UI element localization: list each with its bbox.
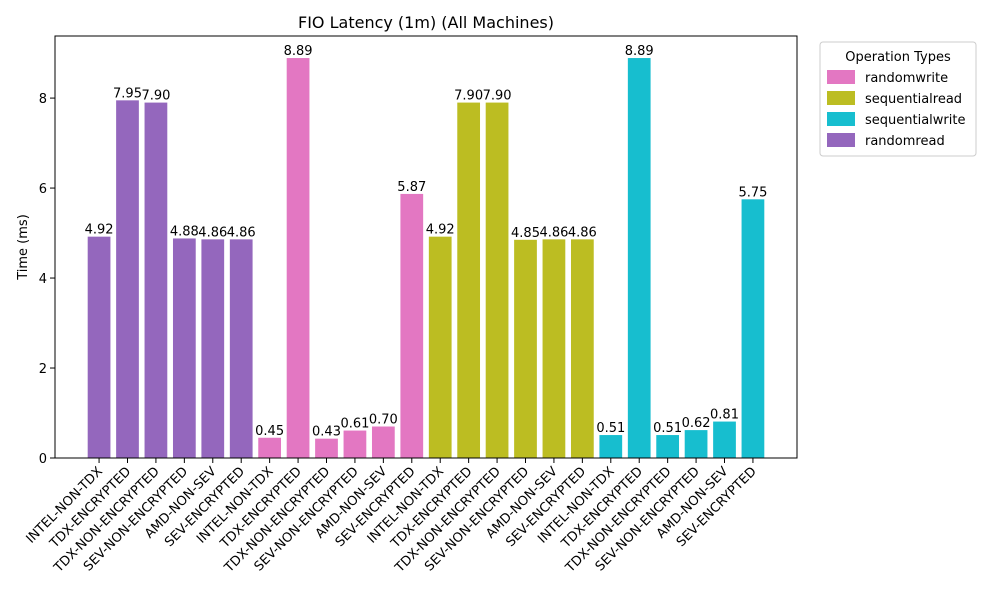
y-tick-label: 0 xyxy=(39,452,47,467)
value-label: 7.90 xyxy=(454,89,483,104)
value-label: 4.86 xyxy=(227,225,256,240)
bar xyxy=(116,100,139,459)
value-label: 4.85 xyxy=(511,226,540,241)
legend-box xyxy=(819,41,977,157)
bar xyxy=(371,426,395,458)
legend-label: randomwrite xyxy=(865,71,948,86)
value-label: 4.88 xyxy=(170,224,199,239)
bar xyxy=(570,239,594,458)
legend-label: sequentialwrite xyxy=(865,113,965,128)
bar xyxy=(741,199,765,459)
value-label: 0.51 xyxy=(596,421,625,436)
bar xyxy=(457,102,481,458)
bar xyxy=(172,238,196,458)
value-label: 8.89 xyxy=(284,44,313,59)
value-label: 4.86 xyxy=(539,225,568,240)
bar xyxy=(201,239,225,458)
bar xyxy=(229,239,253,458)
bar xyxy=(656,435,680,458)
chart-title: FIO Latency (1m) (All Machines) xyxy=(298,13,554,32)
bar xyxy=(542,239,566,458)
legend-swatch xyxy=(827,133,855,147)
bar xyxy=(87,236,111,458)
value-label: 0.81 xyxy=(710,408,739,423)
bar xyxy=(400,193,424,458)
value-label: 4.86 xyxy=(198,225,227,240)
legend-swatch xyxy=(827,70,855,84)
value-label: 7.95 xyxy=(113,86,142,101)
y-tick-label: 2 xyxy=(39,362,47,377)
value-label: 5.75 xyxy=(738,185,767,200)
value-label: 4.92 xyxy=(85,223,114,238)
legend-swatch xyxy=(827,112,855,126)
value-label: 4.86 xyxy=(568,225,597,240)
y-tick-label: 8 xyxy=(39,92,47,107)
bar xyxy=(485,102,509,458)
y-tick-label: 6 xyxy=(39,182,47,197)
value-label: 0.43 xyxy=(312,425,341,440)
value-label: 0.70 xyxy=(369,413,398,428)
value-label: 0.61 xyxy=(340,417,369,432)
bar xyxy=(258,437,282,458)
value-label: 7.90 xyxy=(141,89,170,104)
bar xyxy=(599,435,623,458)
bar xyxy=(144,102,168,458)
value-label: 7.90 xyxy=(483,89,512,104)
bar xyxy=(713,421,736,458)
bar xyxy=(627,58,651,459)
plot-frame xyxy=(54,35,798,459)
bar xyxy=(514,239,537,458)
value-label: 0.51 xyxy=(653,421,682,436)
bar xyxy=(428,236,452,458)
bar xyxy=(315,438,338,458)
value-label: 4.92 xyxy=(426,223,455,238)
legend-label: randomread xyxy=(865,134,945,149)
value-label: 5.87 xyxy=(397,180,426,195)
value-label: 8.89 xyxy=(625,44,654,59)
legend-title: Operation Types xyxy=(845,50,951,65)
value-label: 0.62 xyxy=(682,416,711,431)
legend-swatch xyxy=(827,91,855,105)
y-tick-label: 4 xyxy=(39,272,47,287)
bar xyxy=(343,430,367,458)
y-axis-label: Time (ms) xyxy=(16,214,31,281)
bar xyxy=(286,58,310,459)
bar xyxy=(684,430,708,458)
value-label: 0.45 xyxy=(255,424,284,439)
legend-label: sequentialread xyxy=(865,92,962,107)
